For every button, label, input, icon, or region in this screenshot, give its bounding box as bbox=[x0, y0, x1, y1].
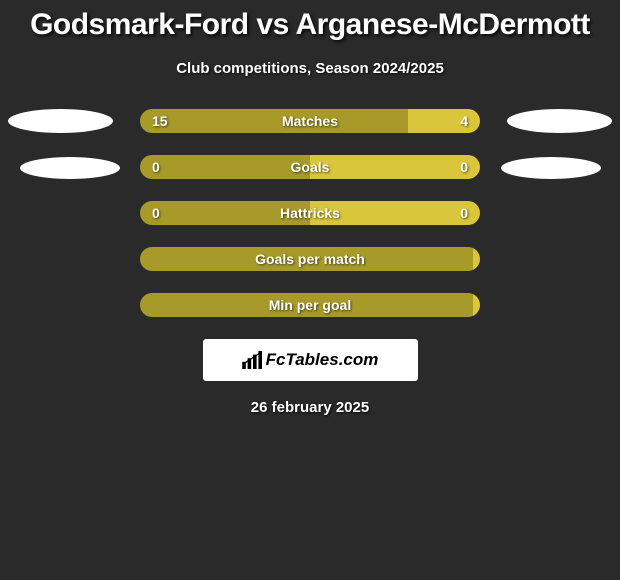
bar-value-right: 0 bbox=[460, 201, 468, 225]
page-title: Godsmark-Ford vs Arganese-McDermott bbox=[0, 8, 620, 42]
bar-value-left: 0 bbox=[152, 201, 160, 225]
logo-label: FcTables.com bbox=[266, 350, 379, 370]
ellipse-shadow bbox=[8, 109, 113, 133]
bar-label: Goals per match bbox=[140, 247, 480, 271]
bar-label: Hattricks bbox=[140, 201, 480, 225]
comparison-infographic: Godsmark-Ford vs Arganese-McDermott Club… bbox=[0, 0, 620, 416]
bars-icon bbox=[242, 351, 264, 369]
ellipse-shadow bbox=[507, 109, 612, 133]
ellipse-shadow bbox=[501, 157, 601, 179]
player-marker-right bbox=[507, 109, 612, 203]
logo-box: FcTables.com bbox=[203, 339, 418, 381]
stat-bar: Goals per match bbox=[140, 247, 480, 271]
stat-bar: Hattricks0 0 bbox=[140, 201, 480, 225]
player-marker-left bbox=[8, 109, 120, 203]
bar-value-left: 15 bbox=[152, 109, 168, 133]
bar-value-right: 0 bbox=[460, 155, 468, 179]
ellipse-shadow bbox=[20, 157, 120, 179]
subtitle: Club competitions, Season 2024/2025 bbox=[0, 60, 620, 77]
logo: FcTables.com bbox=[242, 350, 379, 370]
bar-label: Goals bbox=[140, 155, 480, 179]
bar-value-left: 0 bbox=[152, 155, 160, 179]
bar-value-right: 4 bbox=[460, 109, 468, 133]
stat-bar: Goals0 0 bbox=[140, 155, 480, 179]
stat-bars: Matches154Goals00Hattricks00Goals per ma… bbox=[140, 109, 480, 317]
stat-area: Matches154Goals00Hattricks00Goals per ma… bbox=[0, 109, 620, 317]
stat-bar: Matches15 4 bbox=[140, 109, 480, 133]
bar-label: Matches bbox=[140, 109, 480, 133]
bar-label: Min per goal bbox=[140, 293, 480, 317]
stat-bar: Min per goal bbox=[140, 293, 480, 317]
date-text: 26 february 2025 bbox=[0, 399, 620, 416]
